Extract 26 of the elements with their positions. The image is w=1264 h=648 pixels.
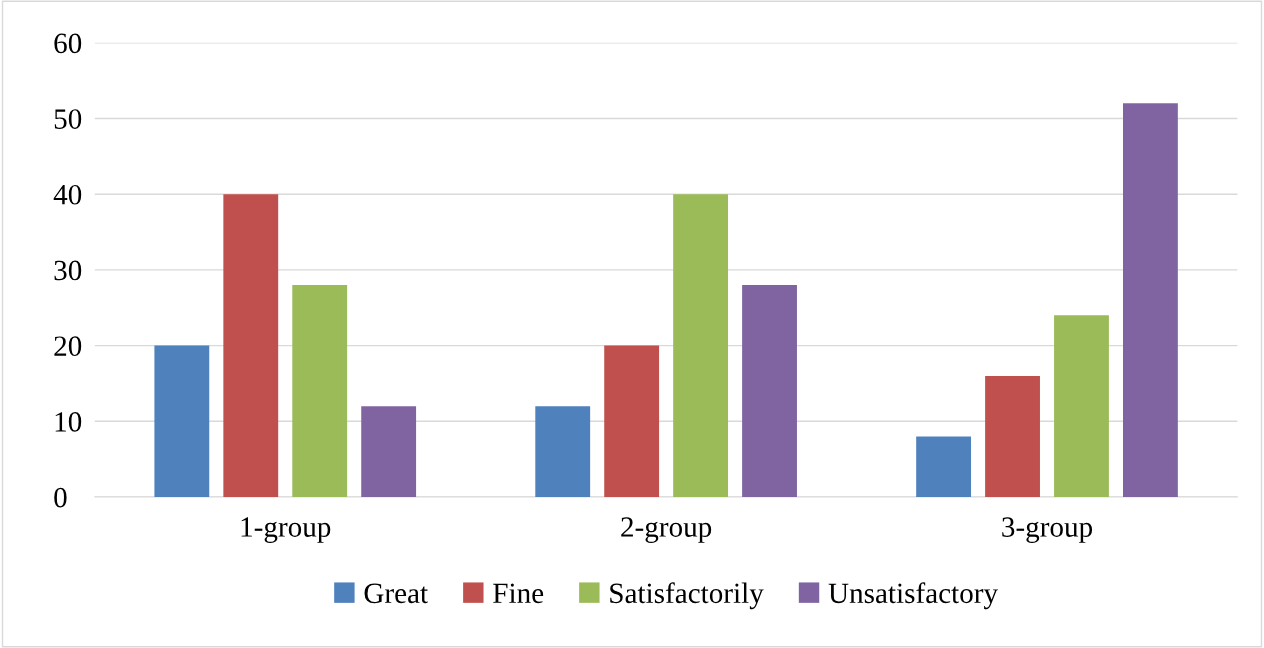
legend-label: Fine	[493, 583, 544, 604]
y-tick-label: 0	[54, 487, 67, 508]
bar	[535, 406, 591, 498]
y-tick-label: 60	[54, 33, 82, 54]
y-tick-label: 30	[54, 260, 82, 281]
bar	[604, 345, 660, 498]
y-tick-label: 40	[53, 184, 82, 205]
bar	[1054, 315, 1109, 498]
bar	[361, 406, 417, 498]
legend-label: Satisfactorily	[610, 582, 764, 610]
y-tick-label: 20	[54, 336, 82, 357]
x-tick-label: 3-group	[1002, 517, 1093, 543]
bar	[1123, 103, 1178, 498]
bar	[916, 436, 972, 498]
bar	[154, 345, 210, 498]
bar	[673, 194, 729, 498]
bar	[985, 375, 1040, 498]
bar	[742, 285, 797, 498]
y-tick-label: 10	[55, 412, 82, 432]
x-tick-label: 1-group	[241, 517, 331, 543]
legend-label: Unsatisfactory	[828, 582, 998, 610]
bar	[292, 285, 348, 498]
y-tick-label: 50	[54, 109, 82, 129]
bar	[223, 194, 279, 498]
x-tick-label: 2-group	[621, 517, 712, 543]
legend-label: Great	[364, 583, 428, 604]
